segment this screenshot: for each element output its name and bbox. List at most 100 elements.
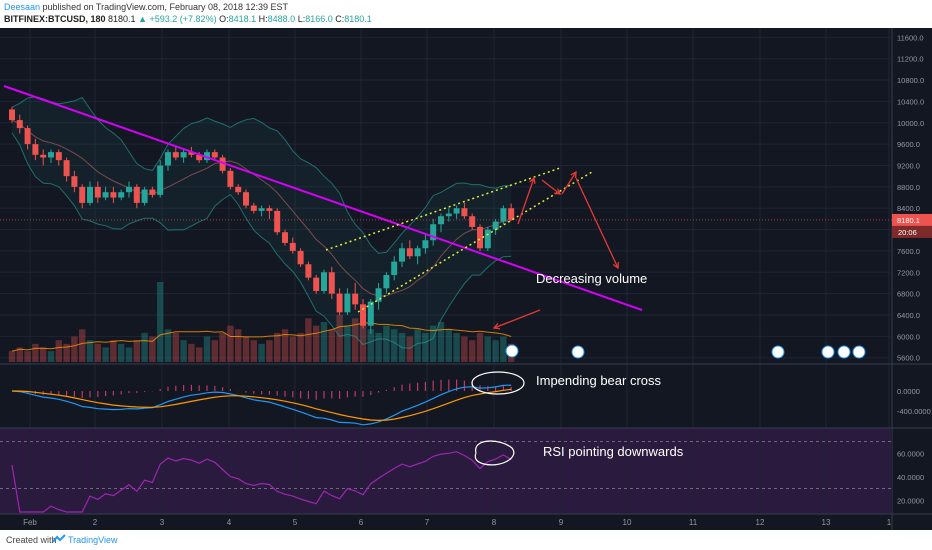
event-markers bbox=[505, 344, 866, 359]
volume-ma bbox=[11, 322, 512, 352]
candle-body bbox=[71, 176, 78, 187]
candle-body bbox=[422, 240, 429, 249]
low-value: 8166.0 bbox=[305, 14, 333, 24]
price-tick-label: 6400.0 bbox=[897, 311, 920, 320]
wedge-upper-line bbox=[325, 167, 561, 251]
candle-body bbox=[133, 186, 140, 203]
candle-body bbox=[445, 213, 452, 217]
candle-body bbox=[227, 170, 234, 187]
volume-bar bbox=[203, 336, 211, 362]
event-marker-icon bbox=[821, 345, 835, 359]
annotation-bear-cross: Impending bear cross bbox=[536, 373, 662, 388]
volume-bar bbox=[367, 329, 374, 362]
x-tick-label: 1 bbox=[887, 518, 892, 527]
rsi-tick-label: 40.0000 bbox=[897, 473, 924, 482]
candle-body bbox=[235, 186, 242, 193]
footer: Created with TradingView bbox=[0, 530, 932, 550]
price-tick-label: 11600.0 bbox=[897, 33, 924, 42]
arrowhead bbox=[553, 188, 562, 195]
candle-body bbox=[196, 154, 203, 161]
volume-bars bbox=[8, 282, 515, 362]
volume-bar bbox=[313, 325, 320, 362]
publish-info: published on TradingView.com, February 0… bbox=[42, 2, 289, 12]
tradingview-logo-icon bbox=[52, 534, 66, 543]
candle-body bbox=[94, 186, 101, 198]
publish-line: Deesaan published on TradingView.com, Fe… bbox=[4, 2, 288, 12]
x-tick-label: 2 bbox=[93, 518, 98, 527]
arrowhead bbox=[529, 176, 536, 185]
volume-bar bbox=[266, 340, 273, 362]
volume-bar bbox=[242, 336, 250, 362]
candle-body bbox=[9, 109, 15, 121]
countdown-tag bbox=[892, 225, 932, 238]
price-axis bbox=[892, 28, 932, 530]
x-tick-label: 12 bbox=[756, 518, 765, 527]
price-tick-label: 10800.0 bbox=[897, 76, 924, 85]
price-tick-label: 8800.0 bbox=[897, 183, 920, 192]
volume-bar bbox=[71, 336, 78, 362]
candle-body bbox=[126, 186, 132, 193]
volume-bar bbox=[133, 340, 140, 362]
bollinger-upper bbox=[11, 96, 512, 254]
candle-body bbox=[367, 301, 374, 326]
symbol-line: BITFINEX:BTCUSD, 180 8180.1 ▲ +593.2 (+7… bbox=[4, 14, 372, 24]
open-label: O: bbox=[219, 14, 229, 24]
open-value: 8418.1 bbox=[228, 14, 257, 24]
candle-body bbox=[250, 205, 257, 211]
volume-bar bbox=[86, 340, 94, 362]
price-tick-label: 10000.0 bbox=[897, 119, 924, 128]
candle-body bbox=[157, 165, 164, 195]
signal-line bbox=[11, 388, 512, 422]
volume-bar bbox=[500, 336, 507, 362]
created-with-label: Created with bbox=[6, 535, 57, 545]
author-link[interactable]: Deesaan bbox=[4, 2, 41, 12]
candle-body bbox=[243, 192, 249, 206]
candle-body bbox=[188, 152, 195, 155]
rsi-tick-label: 60.0000 bbox=[897, 449, 924, 458]
volume-bar bbox=[281, 329, 289, 362]
tradingview-link[interactable]: TradingView bbox=[68, 535, 118, 545]
chart-header: Deesaan published on TradingView.com, Fe… bbox=[0, 0, 932, 28]
volume-bar bbox=[55, 340, 62, 362]
candle-body bbox=[492, 221, 499, 230]
price-tick-label: 8400.0 bbox=[897, 204, 920, 213]
candle-body bbox=[391, 261, 398, 275]
price-tick-label: 9600.0 bbox=[897, 140, 920, 149]
price-tick-label: 7600.0 bbox=[897, 247, 920, 256]
projection-arrow bbox=[493, 309, 541, 329]
volume-bar bbox=[227, 325, 234, 362]
candle-body bbox=[55, 152, 62, 161]
volume-bar bbox=[118, 343, 125, 362]
volume-bar bbox=[484, 336, 491, 362]
candle-body bbox=[484, 229, 491, 249]
volume-bar bbox=[414, 329, 421, 362]
volume-bar bbox=[141, 332, 148, 362]
volume-bar bbox=[235, 329, 242, 362]
volume-bar bbox=[445, 329, 452, 362]
volume-bar bbox=[406, 336, 413, 362]
volume-bar bbox=[289, 336, 296, 362]
candle-body bbox=[211, 152, 218, 158]
countdown-label: 20:06 bbox=[898, 228, 917, 237]
x-tick-label: 9 bbox=[559, 518, 564, 527]
volume-bar bbox=[297, 332, 304, 362]
volume-bar bbox=[320, 322, 328, 362]
volume-bar bbox=[430, 325, 437, 362]
price-tick-label: 6000.0 bbox=[897, 332, 920, 341]
x-tick-label: 5 bbox=[293, 518, 298, 527]
volume-bar bbox=[437, 322, 445, 362]
candle-body bbox=[180, 152, 187, 158]
price-tick-label: 7200.0 bbox=[897, 268, 920, 277]
candle-body bbox=[383, 274, 390, 289]
price-tick-label: 11200.0 bbox=[897, 55, 924, 64]
volume-bar bbox=[40, 347, 47, 362]
volume-bar bbox=[375, 332, 382, 362]
price-tick-label: 5600.0 bbox=[897, 354, 920, 363]
price-chart[interactable]: Feb 2 3 4 5 6 7 8 9 10 11 12 13 1 11600.0 11200.0 10800.… bbox=[0, 28, 932, 530]
candle-body bbox=[453, 208, 460, 214]
x-tick-label: 7 bbox=[425, 518, 430, 527]
candle-body bbox=[282, 232, 288, 243]
volume-bar bbox=[8, 351, 16, 362]
volume-bar bbox=[164, 329, 172, 362]
candle-body bbox=[477, 226, 483, 249]
